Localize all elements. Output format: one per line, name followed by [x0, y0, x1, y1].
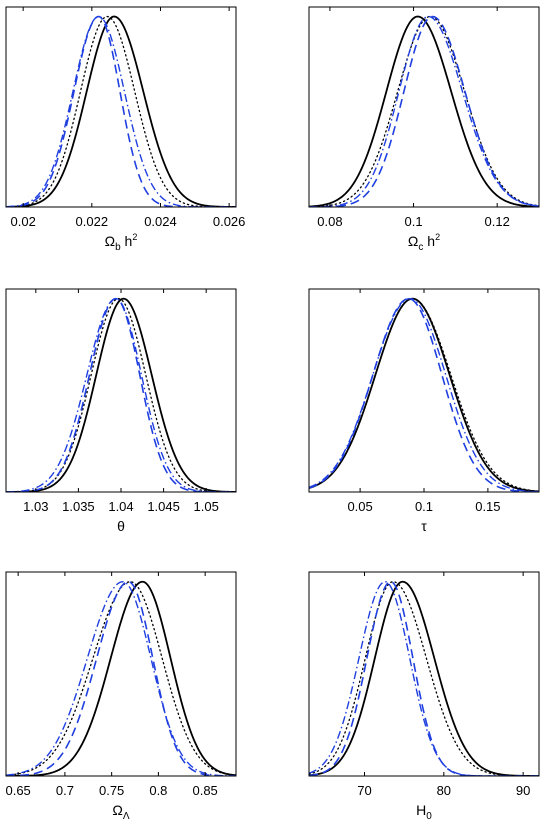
series-dashdot-curve	[309, 581, 539, 776]
series-dashdot-curve	[309, 297, 539, 492]
x-axis-label: Ωc h2	[408, 232, 440, 253]
panel-frame	[5, 571, 237, 777]
x-axis-label: ΩΛ	[112, 802, 129, 822]
x-tick-label: 0.026	[213, 214, 246, 229]
x-tick-label: 0.024	[144, 214, 177, 229]
x-tick-label: 1.04	[108, 499, 133, 514]
series-dotted-curve	[309, 15, 539, 207]
x-axis-label: Ωb h2	[105, 232, 138, 253]
x-tick-label: 0.02	[11, 214, 36, 229]
panel-2: 0.08 0.1 0.12 Ωc h2	[308, 6, 540, 253]
panel-5-curves	[6, 580, 236, 776]
panel-frame	[5, 6, 237, 208]
series-dashdot-curve	[309, 15, 539, 207]
series-solid-curve	[6, 15, 236, 207]
x-tick-label: 0.75	[99, 783, 124, 798]
x-tick-label: 0.1	[405, 214, 423, 229]
series-dashdot-curve	[6, 297, 236, 492]
panel-2-curves	[309, 15, 539, 207]
x-tick-label: 1.05	[194, 499, 219, 514]
series-solid-curve	[6, 297, 236, 492]
x-axis-label: θ	[117, 518, 125, 534]
x-tick-label: 70	[357, 783, 371, 798]
series-dashdot-curve	[6, 15, 236, 207]
series-dashed-curve	[309, 297, 539, 492]
x-tick-label: 0.65	[5, 783, 30, 798]
series-dotted-curve	[309, 581, 539, 776]
x-tick-label: 0.1	[415, 499, 433, 514]
panel-4: 0.05 0.1 0.15 τ	[308, 288, 540, 534]
panel-3: 1.03 1.035 1.04 1.045 1.05 θ	[5, 288, 237, 534]
series-dotted-curve	[309, 298, 539, 492]
series-dashdot-curve	[6, 581, 236, 776]
x-tick-label: 0.022	[76, 214, 109, 229]
panel-1-curves	[6, 15, 236, 207]
panel-3-curves	[6, 297, 236, 492]
x-tick-label: 90	[516, 783, 530, 798]
series-solid-curve	[309, 297, 539, 492]
x-axis-label: H0	[416, 802, 432, 822]
series-solid-curve	[6, 580, 236, 776]
x-tick-label: 80	[437, 783, 451, 798]
series-dotted-curve	[6, 15, 236, 207]
x-tick-label: 1.03	[23, 499, 48, 514]
panel-frame	[308, 6, 540, 208]
series-dotted-curve	[6, 581, 236, 776]
series-dashed-curve	[6, 580, 236, 776]
panel-5: 0.65 0.7 0.75 0.8 0.85 ΩΛ	[5, 571, 237, 822]
panel-frame	[308, 571, 540, 777]
panel-frame	[308, 288, 540, 493]
panel-1: 0.02 0.022 0.024 0.026 Ωb h2	[5, 6, 246, 253]
panel-6-curves	[309, 580, 539, 776]
series-solid-curve	[309, 580, 539, 776]
x-axis-label: τ	[421, 518, 427, 534]
x-tick-label: 0.7	[56, 783, 74, 798]
series-dashed-curve	[6, 15, 236, 207]
panel-4-curves	[309, 297, 539, 492]
panel-frame	[5, 288, 237, 493]
x-tick-label: 0.05	[347, 499, 372, 514]
series-dashed-curve	[309, 580, 539, 776]
series-dashed-curve	[6, 297, 236, 492]
x-tick-label: 1.045	[147, 499, 180, 514]
x-tick-label: 0.08	[317, 214, 342, 229]
series-dotted-curve	[6, 298, 236, 492]
series-solid-curve	[309, 15, 539, 207]
x-tick-label: 0.15	[475, 499, 500, 514]
x-tick-label: 0.12	[485, 214, 510, 229]
x-tick-label: 0.85	[192, 783, 217, 798]
series-dashed-curve	[309, 15, 539, 207]
x-tick-label: 1.035	[62, 499, 95, 514]
x-tick-label: 0.8	[149, 783, 167, 798]
panel-6: 70 80 90 H0	[308, 571, 540, 822]
